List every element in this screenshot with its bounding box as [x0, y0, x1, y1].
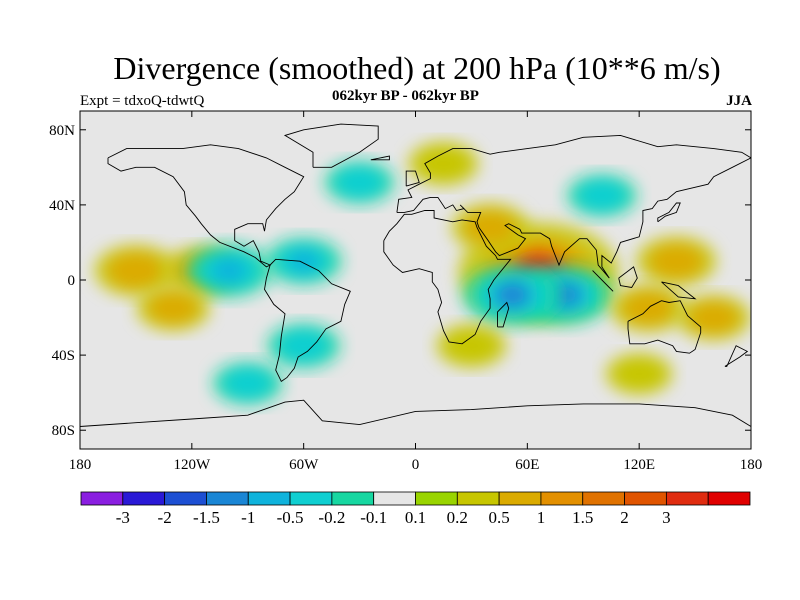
coastline [107, 144, 305, 268]
field-anomaly [676, 294, 751, 341]
colorbar-swatch [665, 491, 709, 506]
map-axes: 180 120W 60W 0 60E 120E 180 80N 40N 0 40S 80S [49, 111, 762, 473]
y-tick-label: 40S [52, 348, 75, 364]
colorbar-label: 2 [620, 508, 629, 527]
field-anomaly [408, 141, 479, 186]
x-tick-label: 0 [412, 457, 420, 473]
colorbar-label: -0.2 [318, 508, 345, 527]
coastline [283, 123, 379, 168]
x-tick-label: 120E [623, 457, 655, 473]
colorbar-label: -0.5 [277, 508, 304, 527]
colorbar-swatch [247, 491, 291, 506]
field-anomaly [436, 323, 507, 368]
colorbar-swatch [289, 491, 333, 506]
coastline [618, 266, 638, 288]
x-tick-label: 120W [173, 457, 211, 473]
y-tick-label: 0 [68, 273, 76, 289]
colorbar-label: -2 [158, 508, 172, 527]
colorbar-swatch [456, 491, 500, 506]
field-anomaly [324, 160, 395, 205]
experiment-label: Expt = tdxoQ-tdwtQ [80, 93, 205, 109]
coastline [724, 345, 749, 367]
colorbar-label: 0.2 [447, 508, 468, 527]
colorbar-swatch [122, 491, 166, 506]
colorbar-swatch [164, 491, 207, 506]
colorbar-label: -0.1 [360, 508, 387, 527]
colorbar-swatch [415, 491, 458, 506]
coastline [657, 202, 681, 223]
colorbar-swatch [373, 491, 416, 506]
coastline [264, 258, 351, 383]
colorbar-swatch [582, 491, 625, 506]
colorbar-label: 0.5 [489, 508, 510, 527]
field-anomaly [265, 237, 343, 286]
coastline [497, 301, 510, 328]
colorbar-swatch [80, 491, 124, 506]
colorbar-swatch [498, 491, 542, 506]
y-tick-label: 80N [49, 123, 75, 139]
x-tick-label: 180 [740, 457, 763, 473]
colorbar-label: -1.5 [193, 508, 220, 527]
coastline [396, 134, 751, 279]
x-tick-label: 60E [515, 457, 539, 473]
colorbar-label: -1 [241, 508, 255, 527]
colorbar-label: 1 [537, 508, 546, 527]
y-tick-label: 40N [49, 198, 75, 214]
field-anomaly [462, 264, 563, 327]
coastline [592, 270, 614, 292]
colorbar-label: 3 [662, 508, 671, 527]
coastline [405, 170, 420, 187]
period-label: 062kyr BP - 062kyr BP [332, 88, 479, 104]
map-panel: 180 120W 60W 0 60E 120E 180 80N 40N 0 40S 80S [49, 110, 762, 473]
colorbar-label: -3 [116, 508, 130, 527]
colorbar-swatch [707, 491, 751, 506]
x-tick-label: 60W [289, 457, 319, 473]
colorbar-swatch [624, 491, 667, 506]
field-anomaly [136, 285, 210, 332]
colorbar-swatch [540, 491, 584, 506]
colorbar-label: 1.5 [572, 508, 593, 527]
colorbar: -3 -2 -1.5 -1 -0.5 -0.2 -0.1 0.1 0.2 0.5 1 1.5 2 3 [80, 491, 751, 527]
field-anomaly [185, 243, 273, 298]
colorbar-swatch [331, 491, 375, 506]
coastline [80, 399, 751, 427]
x-tick-label: 180 [69, 457, 92, 473]
coastline [627, 300, 702, 354]
field-anomaly [566, 173, 638, 218]
field-anomaly [636, 236, 717, 287]
colorbar-label: 0.1 [405, 508, 426, 527]
plot-title: Divergence (smoothed) at 200 hPa (10**6 … [113, 50, 721, 86]
coastline [370, 155, 390, 161]
season-label: JJA [726, 93, 752, 109]
coastlines [80, 123, 751, 427]
coastline [383, 210, 512, 345]
coastline [661, 281, 697, 300]
colorbar-swatch [206, 491, 249, 506]
y-tick-label: 80S [52, 423, 75, 439]
field-anomaly [212, 361, 283, 406]
field-anomaly [94, 244, 178, 297]
field-anomaly [605, 352, 673, 395]
